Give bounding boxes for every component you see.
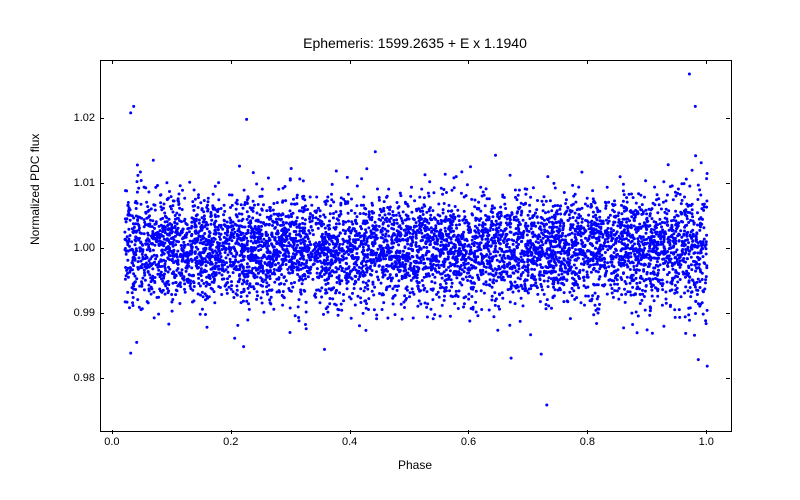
x-tick-label: 0.8 xyxy=(580,436,595,448)
chart-title: Ephemeris: 1599.2635 + E x 1.1940 xyxy=(100,35,730,51)
x-tick-mark xyxy=(350,430,351,434)
x-tick-mark xyxy=(231,60,232,64)
y-tick-mark xyxy=(726,118,730,119)
y-tick-mark xyxy=(726,183,730,184)
y-tick-mark xyxy=(726,378,730,379)
x-tick-mark xyxy=(587,60,588,64)
x-tick-mark xyxy=(468,430,469,434)
y-tick-label: 0.98 xyxy=(74,372,95,384)
x-tick-label: 0.2 xyxy=(223,436,238,448)
y-tick-mark xyxy=(100,118,104,119)
y-tick-mark xyxy=(100,183,104,184)
x-tick-mark xyxy=(706,430,707,434)
y-tick-mark xyxy=(100,378,104,379)
x-tick-label: 0.0 xyxy=(104,436,119,448)
x-tick-label: 0.4 xyxy=(342,436,357,448)
x-tick-mark xyxy=(706,60,707,64)
x-tick-mark xyxy=(112,430,113,434)
x-tick-mark xyxy=(468,60,469,64)
x-axis-label: Phase xyxy=(100,458,730,472)
x-tick-label: 1.0 xyxy=(699,436,714,448)
y-tick-label: 1.00 xyxy=(74,242,95,254)
chart-container: Ephemeris: 1599.2635 + E x 1.1940 Normal… xyxy=(0,0,800,500)
x-tick-mark xyxy=(587,430,588,434)
y-tick-mark xyxy=(726,248,730,249)
y-tick-mark xyxy=(100,248,104,249)
y-tick-label: 0.99 xyxy=(74,307,95,319)
y-tick-mark xyxy=(100,313,104,314)
y-tick-mark xyxy=(726,313,730,314)
scatter-plot xyxy=(101,61,731,431)
x-tick-label: 0.6 xyxy=(461,436,476,448)
y-tick-label: 1.01 xyxy=(74,177,95,189)
x-tick-mark xyxy=(112,60,113,64)
x-tick-mark xyxy=(350,60,351,64)
y-axis-label: Normalized PDC flux xyxy=(28,134,42,245)
x-tick-mark xyxy=(231,430,232,434)
plot-area xyxy=(100,60,732,432)
y-tick-label: 1.02 xyxy=(74,112,95,124)
